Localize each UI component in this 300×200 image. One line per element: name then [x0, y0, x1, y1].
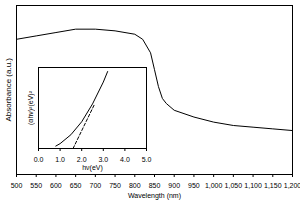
html-text:(αhν)²(eV)²: (αhν)²(eV)²	[26, 90, 34, 125]
svg-text:550: 550	[30, 182, 42, 189]
svg-text:1,200: 1,200	[284, 182, 300, 189]
svg-text:650: 650	[70, 182, 82, 189]
svg-text:1,100: 1,100	[244, 182, 262, 189]
svg-text:900: 900	[168, 182, 180, 189]
svg-text:1,050: 1,050	[225, 182, 243, 189]
svg-text:5.0: 5.0	[142, 156, 152, 163]
svg-text:2.0: 2.0	[77, 156, 87, 163]
svg-text:0.0: 0.0	[34, 156, 44, 163]
svg-text:800: 800	[129, 182, 141, 189]
svg-text:3.0: 3.0	[98, 156, 108, 163]
svg-text:4.0: 4.0	[120, 156, 130, 163]
svg-text:Wavelength (nm): Wavelength (nm)	[128, 192, 181, 200]
svg-text:850: 850	[149, 182, 161, 189]
svg-text:1.0: 1.0	[55, 156, 65, 163]
svg-text:950: 950	[188, 182, 200, 189]
svg-text:1,150: 1,150	[264, 182, 282, 189]
svg-text:700: 700	[90, 182, 102, 189]
svg-text:hν(eV): hν(eV)	[82, 164, 103, 172]
svg-text:500: 500	[11, 182, 23, 189]
svg-text:1,000: 1,000	[205, 182, 223, 189]
html-text:Absorbance (a.u.): Absorbance (a.u.)	[3, 57, 13, 122]
svg-text:750: 750	[109, 182, 121, 189]
svg-text:600: 600	[50, 182, 62, 189]
